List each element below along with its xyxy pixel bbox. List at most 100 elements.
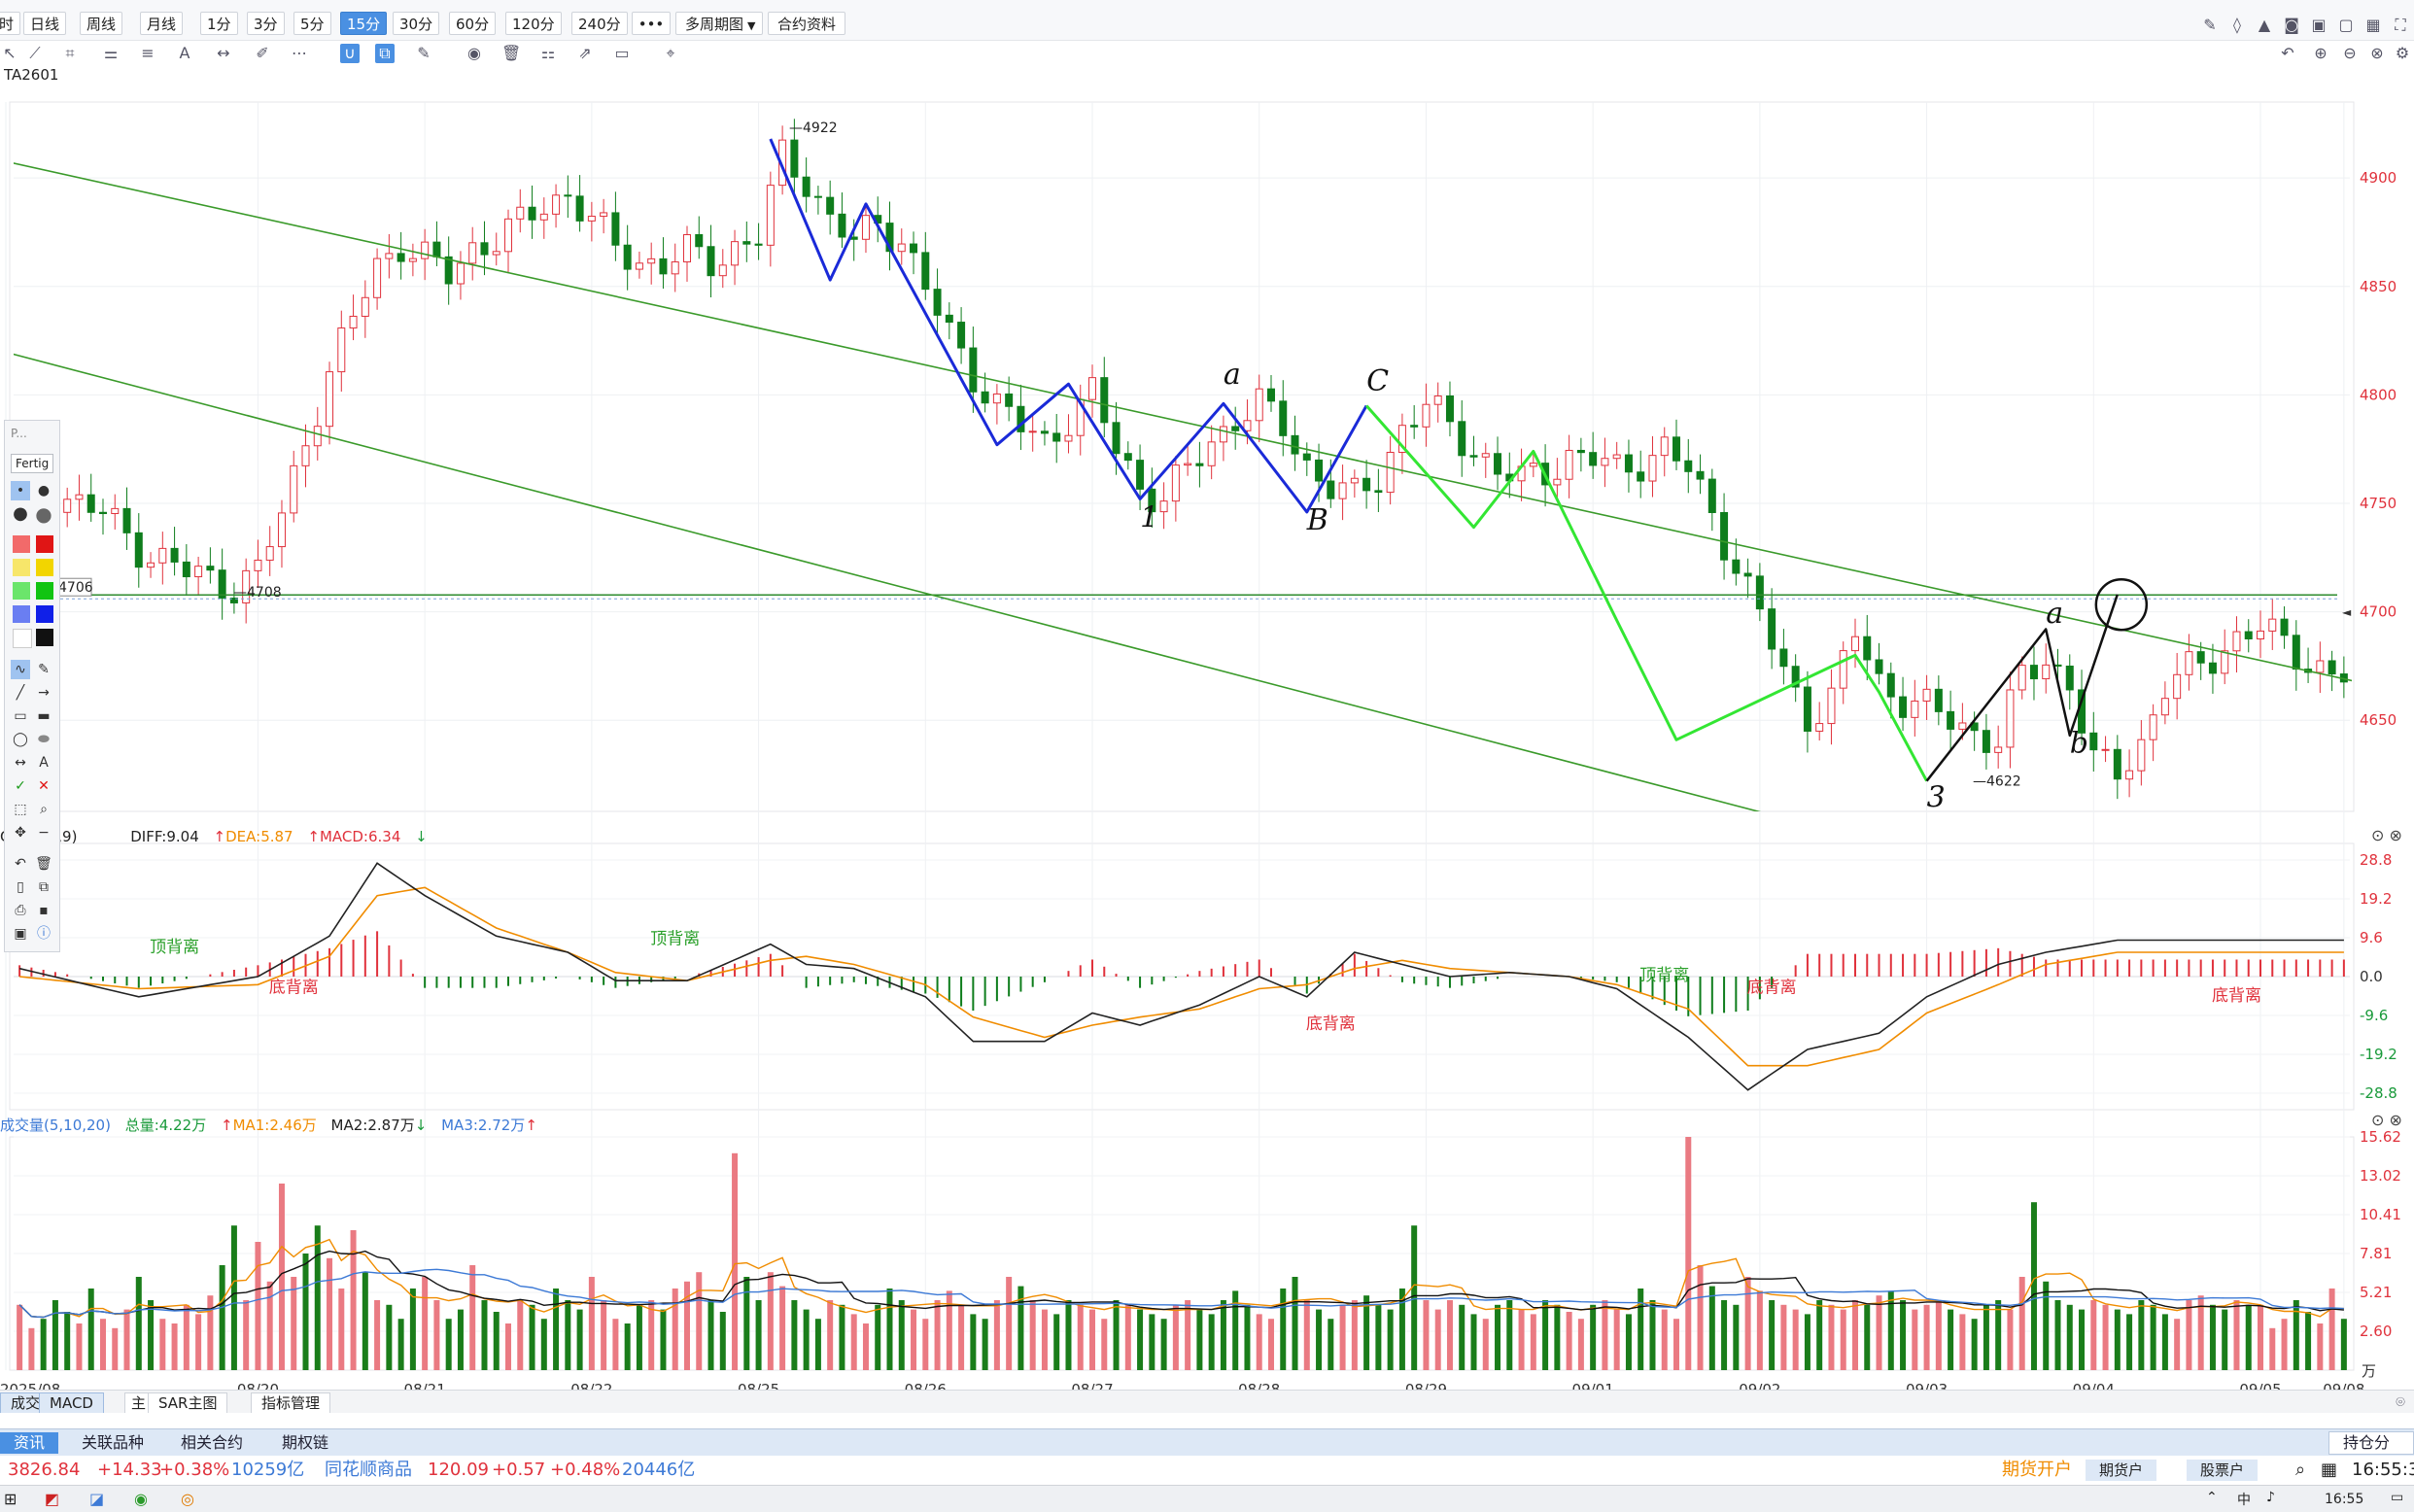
arrow-right-icon[interactable]: → (38, 685, 50, 701)
location-icon[interactable]: ⌾ (2396, 1392, 2405, 1411)
ruler-icon[interactable]: ⌖ (666, 44, 675, 62)
grid-menu-icon[interactable]: ▦ (2321, 1460, 2338, 1480)
zoom-out-icon[interactable]: ⊖ (2343, 44, 2357, 62)
tray-ime-icon[interactable]: 中 (2237, 1493, 2251, 1508)
curve-icon[interactable]: ∿ (11, 660, 30, 679)
pencil-icon[interactable]: ✎ (38, 662, 50, 677)
futures-account-button[interactable]: 期货户 (2086, 1460, 2157, 1481)
brush-icon[interactable]: ✐ (256, 44, 269, 62)
period-button-1[interactable]: 日线 (23, 12, 67, 35)
settings-icon[interactable]: ⚙ (2395, 44, 2410, 62)
swatch-blue[interactable] (36, 605, 53, 623)
tab-news[interactable]: 资讯 (0, 1432, 59, 1454)
text-tool-icon[interactable]: A (39, 755, 49, 771)
measure-icon[interactable]: ↔ (217, 44, 230, 62)
camera-icon[interactable]: ◙ (2284, 16, 2299, 34)
ellipse-filled-icon[interactable]: ⬬ (38, 732, 50, 747)
paint-icon[interactable]: ✎ (2203, 16, 2217, 34)
swatch-light-green[interactable] (13, 582, 30, 600)
info-icon[interactable]: ⓘ (37, 926, 51, 942)
save-icon[interactable]: ▪ (39, 903, 49, 918)
tab-macd[interactable]: MACD (39, 1392, 104, 1414)
text-icon[interactable]: A (179, 44, 190, 62)
window-icon[interactable]: ▢ (2338, 16, 2354, 34)
thin-dot-icon[interactable]: • (11, 481, 30, 500)
trash-icon[interactable]: 🗑 (501, 44, 522, 62)
tab-option-chain[interactable]: 期权链 (282, 1433, 329, 1452)
layers-icon[interactable]: ⚏ (540, 44, 556, 62)
period-button-7[interactable]: 15分 (340, 12, 388, 35)
large-dot-icon[interactable]: ● (35, 502, 52, 526)
reset-icon[interactable]: ⊗ (2370, 44, 2384, 62)
period-button-2[interactable]: 周线 (80, 12, 123, 35)
chart-canvas[interactable]: 2025/08 08/20 08/21 08/22 08/25 08/26 08/27 08/… (0, 0, 2414, 1390)
period-button-6[interactable]: 5分 (293, 12, 331, 35)
pen-icon[interactable]: ⟋ (29, 44, 41, 62)
ticker2-name[interactable]: 同花顺商品 (325, 1460, 412, 1480)
alert-icon[interactable]: ▲ (2258, 16, 2271, 34)
zoom-in-icon[interactable]: ⊕ (2314, 44, 2328, 62)
swatch-light-blue[interactable] (13, 605, 30, 623)
start-icon[interactable]: ⊞ (4, 1490, 17, 1508)
multi-period-dropdown[interactable]: 多周期图 ▼ (675, 12, 763, 35)
delete-icon[interactable]: 🗑 (35, 856, 52, 872)
period-button-9[interactable]: 60分 (449, 12, 497, 35)
browser-icon[interactable]: ◉ (134, 1490, 148, 1508)
double-arrow-icon[interactable]: ↔ (15, 755, 26, 771)
crop-icon[interactable]: ⌗ (65, 44, 75, 62)
swatch-white[interactable] (13, 629, 32, 648)
swatch-green[interactable] (36, 582, 53, 600)
period-button-11[interactable]: 240分 (571, 12, 628, 35)
palette-done-button[interactable]: Fertig (11, 454, 54, 473)
edit-icon[interactable]: ✎ (417, 44, 431, 62)
period-button-8[interactable]: 30分 (393, 12, 440, 35)
print-icon[interactable]: ⎙ (15, 903, 26, 918)
period-button-0[interactable]: 时 (0, 12, 21, 35)
undo-icon[interactable]: ↶ (2281, 44, 2294, 62)
ellipse-icon[interactable]: ◯ (13, 732, 28, 747)
cross-icon[interactable]: ✕ (38, 778, 50, 794)
minus-icon[interactable]: − (38, 825, 50, 841)
duplicate-icon[interactable]: ⧉ (39, 879, 49, 895)
app-icon[interactable]: ◩ (45, 1490, 60, 1508)
tray-speaker-icon[interactable]: ♪ (2266, 1490, 2275, 1505)
copy-icon[interactable]: ⧉ (375, 44, 395, 63)
image-icon[interactable]: ▣ (2311, 16, 2327, 34)
period-button-5[interactable]: 3分 (247, 12, 285, 35)
stock-account-button[interactable]: 股票户 (2187, 1460, 2259, 1481)
fib-icon[interactable]: ⚌ (103, 44, 119, 62)
swatch-red[interactable] (36, 535, 53, 553)
swatch-yellow[interactable] (36, 559, 53, 576)
screen-icon[interactable]: ▣ (14, 926, 27, 942)
eye-icon[interactable]: ◉ (467, 44, 481, 62)
more-tools-icon[interactable]: ⋯ (292, 44, 307, 62)
contract-info-button[interactable]: 合约资料 (768, 12, 846, 35)
move-icon[interactable]: ✥ (15, 825, 26, 841)
tab-sar[interactable]: SAR主图 (148, 1392, 228, 1414)
dot-icon[interactable]: ● (37, 483, 51, 498)
select-icon[interactable]: ⬚ (14, 802, 27, 817)
notification-icon[interactable]: ▭ (2391, 1490, 2404, 1505)
period-button-4[interactable]: 1分 (200, 12, 238, 35)
tab-related-products[interactable]: 关联品种 (82, 1433, 145, 1452)
new-file-icon[interactable]: ▯ (17, 879, 24, 895)
tray-up-icon[interactable]: ⌃ (2206, 1490, 2218, 1505)
rect-icon[interactable]: ▭ (14, 708, 27, 724)
swatch-light-red[interactable] (13, 535, 30, 553)
fullscreen-icon[interactable]: ⛶ (2395, 16, 2406, 34)
more-periods-button[interactable]: ••• (632, 12, 671, 35)
ths-icon[interactable]: ◎ (181, 1490, 194, 1508)
tab-position-analysis[interactable]: 持仓分析 (2328, 1431, 2414, 1473)
medium-dot-icon[interactable]: ● (13, 503, 28, 524)
check-icon[interactable]: ✓ (15, 778, 26, 794)
undo-tool-icon[interactable]: ↶ (15, 856, 26, 872)
open-futures-link[interactable]: 期货开户 (2002, 1460, 2072, 1480)
line-icon[interactable]: ╱ (16, 685, 25, 701)
export-icon[interactable]: ⇗ (578, 44, 592, 62)
tab-indicator-manage[interactable]: 指标管理 (251, 1392, 331, 1414)
search-icon[interactable]: ⌕ (2295, 1460, 2306, 1480)
tab-related-contracts[interactable]: 相关合约 (181, 1433, 244, 1452)
lines-icon[interactable]: ≡ (141, 44, 155, 62)
drop-icon[interactable]: ◊ (2233, 16, 2241, 34)
period-button-10[interactable]: 120分 (505, 12, 562, 35)
